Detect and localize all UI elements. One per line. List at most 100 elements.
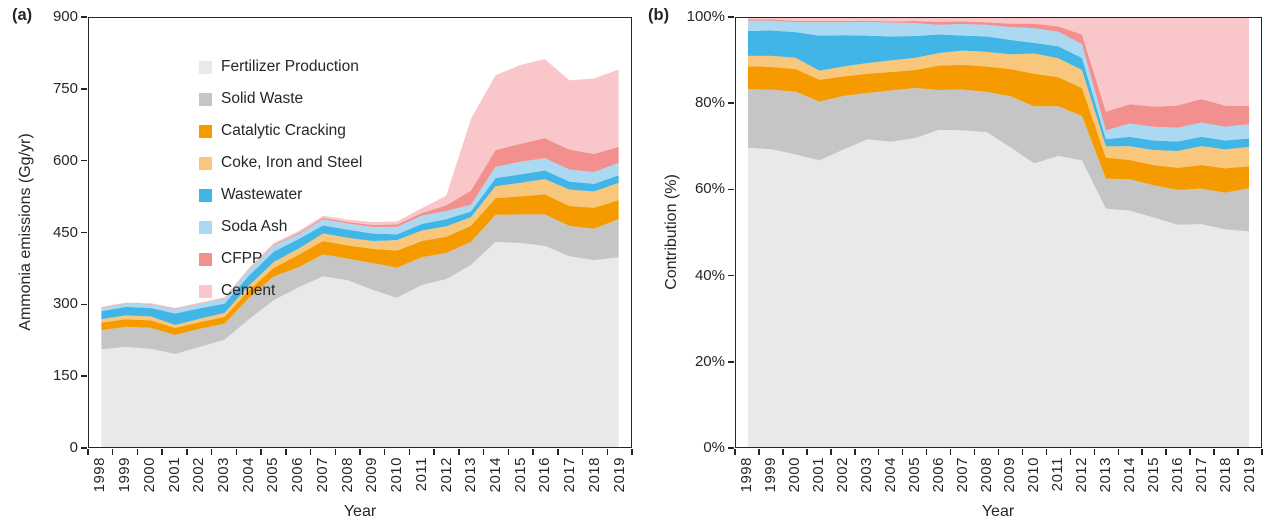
legend-item-solid-waste: Solid Waste bbox=[199, 83, 362, 115]
y-tick-label-600: 600 bbox=[52, 151, 78, 169]
x-tick-mark bbox=[1261, 449, 1263, 455]
area-solid-waste bbox=[101, 214, 619, 355]
y-tick-mark bbox=[80, 159, 87, 162]
panel-b-x-axis-title: Year bbox=[981, 503, 1015, 520]
x-tick-label-2008: 2008 bbox=[338, 457, 356, 493]
x-tick-mark bbox=[830, 449, 832, 455]
x-tick-mark bbox=[309, 449, 312, 455]
x-tick-label-2008: 2008 bbox=[977, 457, 995, 493]
y-tick-label-300: 300 bbox=[52, 295, 78, 313]
x-tick-mark bbox=[997, 449, 1000, 455]
x-tick-label-2002: 2002 bbox=[833, 457, 851, 493]
legend-item-coke-iron-and-steel: Coke, Iron and Steel bbox=[199, 147, 362, 179]
legend-swatch-solid-waste-icon bbox=[199, 92, 212, 106]
x-tick-label-2002: 2002 bbox=[190, 457, 208, 493]
x-tick-mark bbox=[557, 449, 559, 455]
x-tick-mark bbox=[631, 449, 633, 455]
panel-a-label: (a) bbox=[12, 6, 33, 24]
legend-item-soda-ash: Soda Ash bbox=[199, 211, 362, 243]
legend-label-coke-iron-and-steel: Coke, Iron and Steel bbox=[221, 154, 363, 171]
x-tick-mark bbox=[482, 449, 485, 455]
x-tick-label-2000: 2000 bbox=[785, 457, 803, 493]
x-tick-label-2001: 2001 bbox=[165, 457, 183, 493]
x-tick-label-2006: 2006 bbox=[929, 457, 947, 493]
x-tick-mark bbox=[136, 449, 139, 455]
x-tick-mark bbox=[87, 449, 89, 455]
y-tick-label-0pct: 0% bbox=[703, 439, 725, 456]
panel-b-label: (b) bbox=[648, 6, 670, 24]
legend-item-fertilizer-production: Fertilizer Production bbox=[199, 51, 362, 83]
x-tick-label-2019: 2019 bbox=[1241, 457, 1259, 493]
legend-label-cfpp: CFPP bbox=[221, 250, 263, 267]
area-catalytic-cracking bbox=[101, 194, 619, 336]
y-tick-label-450: 450 bbox=[52, 223, 78, 241]
x-tick-label-1999: 1999 bbox=[116, 457, 134, 493]
x-tick-mark bbox=[186, 449, 188, 455]
x-tick-label-2005: 2005 bbox=[905, 457, 923, 493]
x-tick-label-2017: 2017 bbox=[1193, 457, 1211, 493]
y-tick-mark bbox=[80, 88, 87, 90]
y-tick-mark bbox=[80, 231, 87, 234]
legend-label-solid-waste: Solid Waste bbox=[221, 90, 304, 107]
y-tick-mark bbox=[727, 188, 734, 191]
x-tick-label-2007: 2007 bbox=[313, 457, 331, 493]
x-tick-label-2003: 2003 bbox=[857, 457, 875, 493]
area-cement bbox=[101, 59, 619, 309]
y-tick-mark bbox=[727, 274, 734, 277]
area-fertilizer-production bbox=[747, 129, 1250, 447]
panel-b-plot-area bbox=[735, 17, 1262, 448]
x-tick-label-2000: 2000 bbox=[140, 457, 158, 493]
y-tick-label-80pct: 80% bbox=[694, 94, 725, 112]
x-tick-mark bbox=[1021, 449, 1024, 455]
area-wastewater bbox=[101, 170, 619, 325]
x-tick-label-2011: 2011 bbox=[1049, 457, 1067, 492]
legend-swatch-cement-icon bbox=[199, 284, 212, 298]
y-tick-mark bbox=[80, 303, 87, 306]
x-tick-mark bbox=[925, 449, 928, 455]
x-tick-mark bbox=[877, 449, 880, 455]
panel-a-plot-area: Fertilizer Production Solid Waste Catalyti… bbox=[88, 17, 632, 448]
x-tick-mark bbox=[1069, 449, 1072, 455]
area-wastewater bbox=[747, 30, 1250, 151]
legend-label-wastewater: Wastewater bbox=[221, 186, 303, 203]
legend-label-catalytic-cracking: Catalytic Cracking bbox=[221, 122, 346, 139]
area-coke-iron-and-steel bbox=[101, 179, 619, 328]
x-tick-label-2014: 2014 bbox=[487, 457, 504, 493]
x-tick-mark bbox=[973, 449, 976, 455]
x-tick-label-2019: 2019 bbox=[610, 457, 628, 493]
x-tick-label-1998: 1998 bbox=[737, 457, 755, 493]
x-tick-mark bbox=[949, 449, 952, 455]
area-fertilizer-production bbox=[101, 242, 619, 447]
x-tick-mark bbox=[334, 449, 337, 455]
x-tick-mark bbox=[235, 449, 238, 455]
legend-swatch-coke-iron-and-steel-icon bbox=[199, 156, 212, 170]
x-tick-label-2015: 2015 bbox=[1145, 457, 1163, 493]
x-tick-label-2013: 2013 bbox=[462, 457, 480, 493]
x-tick-label-2012: 2012 bbox=[437, 457, 455, 493]
area-solid-waste bbox=[747, 87, 1250, 232]
legend-label-cement: Cement bbox=[221, 282, 276, 299]
x-tick-label-2015: 2015 bbox=[511, 457, 529, 493]
x-tick-mark bbox=[1213, 449, 1215, 455]
x-tick-label-2007: 2007 bbox=[953, 457, 971, 493]
x-tick-label-2006: 2006 bbox=[289, 457, 307, 493]
x-tick-mark bbox=[111, 449, 114, 455]
x-tick-mark bbox=[161, 449, 163, 455]
y-tick-mark bbox=[727, 447, 734, 449]
legend-item-cfpp: CFPP bbox=[199, 243, 362, 275]
x-tick-mark bbox=[532, 449, 534, 455]
x-tick-label-2018: 2018 bbox=[585, 457, 603, 493]
legend-swatch-catalytic-cracking-icon bbox=[199, 124, 212, 138]
x-tick-label-2009: 2009 bbox=[1001, 457, 1019, 493]
x-tick-mark bbox=[758, 449, 760, 455]
area-soda-ash bbox=[101, 158, 619, 314]
x-tick-label-2010: 2010 bbox=[1025, 457, 1043, 493]
legend-swatch-cfpp-icon bbox=[199, 252, 212, 266]
x-tick-label-2003: 2003 bbox=[215, 457, 232, 493]
x-tick-mark bbox=[285, 449, 287, 455]
x-tick-mark bbox=[606, 449, 609, 455]
area-cement bbox=[747, 18, 1250, 112]
x-tick-mark bbox=[260, 449, 262, 455]
area-catalytic-cracking bbox=[747, 64, 1250, 193]
legend-label-soda-ash: Soda Ash bbox=[221, 218, 288, 235]
